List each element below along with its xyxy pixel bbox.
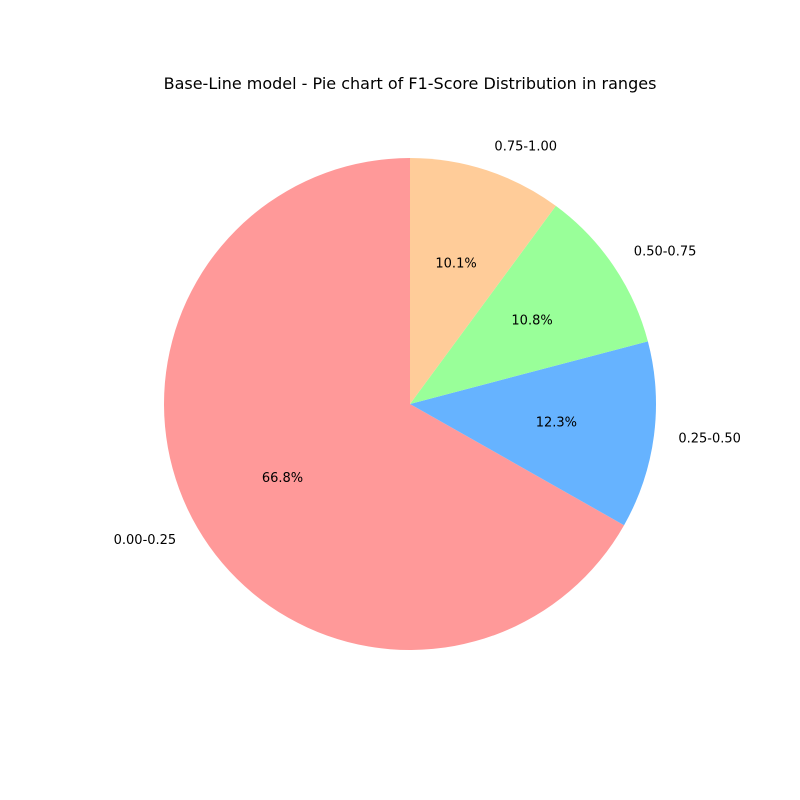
pie-slice-0.75-1.00 <box>410 158 556 404</box>
percent-label: 10.1% <box>435 256 476 271</box>
pie-labels: 0.00-0.25 66.8% 0.25-0.50 12.3% 0.50-0.75 10.… <box>114 139 741 547</box>
chart-title: Base-Line model - Pie chart of F1-Score … <box>164 74 657 93</box>
percent-label: 66.8% <box>262 471 303 486</box>
pie-slices <box>163 158 657 650</box>
percent-label: 12.3% <box>536 415 577 430</box>
percent-label: 10.8% <box>511 314 552 329</box>
category-label: 0.50-0.75 <box>634 244 697 259</box>
pie-slice-0.00-0.25 <box>163 158 625 650</box>
pie-slice-0.50-0.75 <box>410 205 648 404</box>
pie-slice-0.25-0.50 <box>410 341 657 526</box>
category-label: 0.25-0.50 <box>678 431 741 446</box>
category-label: 0.75-1.00 <box>494 139 557 154</box>
category-label: 0.00-0.25 <box>114 533 177 548</box>
